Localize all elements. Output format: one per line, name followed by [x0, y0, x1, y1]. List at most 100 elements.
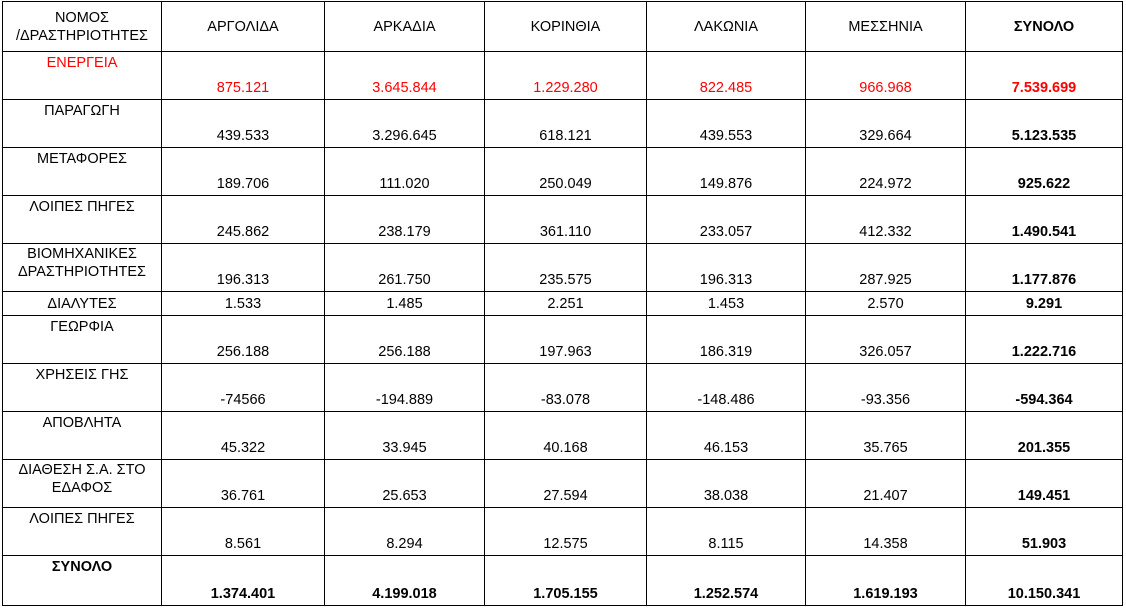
table-row: ΒΙΟΜΗΧΑΝΙΚΕΣ ΔΡΑΣΤΗΡΙΟΤΗΤΕΣ 196.313 261.… — [2, 243, 1123, 292]
table-row: ΕΝΕΡΓΕΙΑ 875.121 3.645.844 1.229.280 822… — [2, 51, 1123, 100]
row-label: ΔΙΑΘΕΣΗ Σ.Α. ΣΤΟ ΕΔΑΦΟΣ — [2, 459, 162, 508]
table-cell: 256.188 — [161, 315, 325, 364]
header-row: ΝΟΜΟΣ /ΔΡΑΣΤΗΡΙΟΤΗΤΕΣ ΑΡΓΟΛΙΔΑ ΑΡΚΑΔΙΑ Κ… — [2, 1, 1123, 52]
table-cell: 8.561 — [161, 507, 325, 556]
table-row: ΛΟΙΠΕΣ ΠΗΓΕΣ 245.862 238.179 361.110 233… — [2, 195, 1123, 244]
column-header-argolida: ΑΡΓΟΛΙΔΑ — [161, 1, 325, 52]
table-cell: 46.153 — [646, 411, 806, 460]
row-label: ΠΑΡΑΓΩΓΗ — [2, 99, 162, 148]
row-label-line: ΜΕΤΑΦΟΡΕΣ — [37, 151, 127, 167]
table-cell: 36.761 — [161, 459, 325, 508]
table-cell: 287.925 — [805, 243, 966, 292]
row-label: ΜΕΤΑΦΟΡΕΣ — [2, 147, 162, 196]
column-header-lakonia: ΛΑΚΩΝΙΑ — [646, 1, 806, 52]
row-label-line: ΔΡΑΣΤΗΡΙΟΤΗΤΕΣ — [17, 264, 147, 280]
table-cell: 233.057 — [646, 195, 806, 244]
row-label: ΑΠΟΒΛΗΤΑ — [2, 411, 162, 460]
table-cell: 1.533 — [161, 291, 325, 316]
row-label: ΛΟΙΠΕΣ ΠΗΓΕΣ — [2, 507, 162, 556]
table-cell: 1.229.280 — [484, 51, 647, 100]
table-cell: 8.115 — [646, 507, 806, 556]
total-row-label: ΣΥΝΟΛΟ — [2, 555, 162, 606]
column-header-total: ΣΥΝΟΛΟ — [965, 1, 1123, 52]
row-label-line: ΛΟΙΠΕΣ ΠΗΓΕΣ — [29, 511, 135, 527]
table-cell: -194.889 — [324, 363, 485, 412]
row-total-cell: 1.177.876 — [965, 243, 1123, 292]
table-cell: -74566 — [161, 363, 325, 412]
total-cell: 1.619.193 — [805, 555, 966, 606]
table-cell: 439.533 — [161, 99, 325, 148]
table-cell: 238.179 — [324, 195, 485, 244]
header-corner-cell: ΝΟΜΟΣ /ΔΡΑΣΤΗΡΙΟΤΗΤΕΣ — [2, 1, 162, 52]
table-row: ΜΕΤΑΦΟΡΕΣ 189.706 111.020 250.049 149.87… — [2, 147, 1123, 196]
row-label-line: ΛΟΙΠΕΣ ΠΗΓΕΣ — [29, 199, 135, 215]
row-label-line: ΔΙΑΘΕΣΗ Σ.Α. ΣΤΟ — [18, 462, 146, 478]
table-cell: -93.356 — [805, 363, 966, 412]
table-cell: 196.313 — [161, 243, 325, 292]
column-header-messinia: ΜΕΣΣΗΝΙΑ — [805, 1, 966, 52]
table-cell: -148.486 — [646, 363, 806, 412]
table-cell: 439.553 — [646, 99, 806, 148]
table-cell: 822.485 — [646, 51, 806, 100]
table-cell: 250.049 — [484, 147, 647, 196]
table-cell: 261.750 — [324, 243, 485, 292]
table-cell: 1.485 — [324, 291, 485, 316]
table-cell: 2.251 — [484, 291, 647, 316]
row-label-line: ΑΠΟΒΛΗΤΑ — [42, 415, 122, 431]
table-cell: 21.407 — [805, 459, 966, 508]
row-total-cell: 925.622 — [965, 147, 1123, 196]
column-header-arkadia: ΑΡΚΑΔΙΑ — [324, 1, 485, 52]
table-cell: 197.963 — [484, 315, 647, 364]
table-row: ΓΕΩΡΦΙΑ 256.188 256.188 197.963 186.319 … — [2, 315, 1123, 364]
header-corner-line: /ΔΡΑΣΤΗΡΙΟΤΗΤΕΣ — [15, 27, 149, 44]
table-cell: 875.121 — [161, 51, 325, 100]
table-cell: -83.078 — [484, 363, 647, 412]
total-cell: 1.374.401 — [161, 555, 325, 606]
table-cell: 966.968 — [805, 51, 966, 100]
row-total-cell: 51.903 — [965, 507, 1123, 556]
table-row: ΧΡΗΣΕΙΣ ΓΗΣ -74566 -194.889 -83.078 -148… — [2, 363, 1123, 412]
total-cell: 1.705.155 — [484, 555, 647, 606]
table-cell: 245.862 — [161, 195, 325, 244]
table-cell: 12.575 — [484, 507, 647, 556]
table-cell: 3.645.844 — [324, 51, 485, 100]
row-label-line: ΓΕΩΡΦΙΑ — [50, 319, 114, 335]
table-cell: 361.110 — [484, 195, 647, 244]
table-row: ΔΙΑΛΥΤΕΣ 1.533 1.485 2.251 1.453 2.570 9… — [2, 291, 1123, 316]
table-cell: 35.765 — [805, 411, 966, 460]
row-label-line: ΔΙΑΛΥΤΕΣ — [47, 295, 117, 312]
table-cell: 111.020 — [324, 147, 485, 196]
table-cell: 329.664 — [805, 99, 966, 148]
row-total-cell: 149.451 — [965, 459, 1123, 508]
row-label-line: ΕΔΑΦΟΣ — [51, 480, 113, 496]
table-row: ΑΠΟΒΛΗΤΑ 45.322 33.945 40.168 46.153 35.… — [2, 411, 1123, 460]
grand-total-cell: 10.150.341 — [965, 555, 1123, 606]
row-total-cell: 7.539.699 — [965, 51, 1123, 100]
row-total-cell: 201.355 — [965, 411, 1123, 460]
row-label-line: ΧΡΗΣΕΙΣ ΓΗΣ — [35, 367, 129, 383]
table-cell: 38.038 — [646, 459, 806, 508]
table-cell: 40.168 — [484, 411, 647, 460]
table-cell: 45.322 — [161, 411, 325, 460]
row-total-cell: 5.123.535 — [965, 99, 1123, 148]
table-cell: 618.121 — [484, 99, 647, 148]
column-header-korinthia: ΚΟΡΙΝΘΙΑ — [484, 1, 647, 52]
table-cell: 33.945 — [324, 411, 485, 460]
row-label: ΒΙΟΜΗΧΑΝΙΚΕΣ ΔΡΑΣΤΗΡΙΟΤΗΤΕΣ — [2, 243, 162, 292]
table-cell: 1.453 — [646, 291, 806, 316]
row-total-cell: -594.364 — [965, 363, 1123, 412]
table-cell: 224.972 — [805, 147, 966, 196]
row-total-cell: 1.490.541 — [965, 195, 1123, 244]
table-row: ΔΙΑΘΕΣΗ Σ.Α. ΣΤΟ ΕΔΑΦΟΣ 36.761 25.653 27… — [2, 459, 1123, 508]
row-label: ΧΡΗΣΕΙΣ ΓΗΣ — [2, 363, 162, 412]
table-cell: 2.570 — [805, 291, 966, 316]
row-label: ΕΝΕΡΓΕΙΑ — [2, 51, 162, 100]
table-cell: 25.653 — [324, 459, 485, 508]
total-cell: 4.199.018 — [324, 555, 485, 606]
header-corner-line: ΝΟΜΟΣ — [54, 9, 110, 26]
row-total-cell: 1.222.716 — [965, 315, 1123, 364]
row-label: ΓΕΩΡΦΙΑ — [2, 315, 162, 364]
table-cell: 326.057 — [805, 315, 966, 364]
row-label-line: ΒΙΟΜΗΧΑΝΙΚΕΣ — [27, 246, 137, 262]
